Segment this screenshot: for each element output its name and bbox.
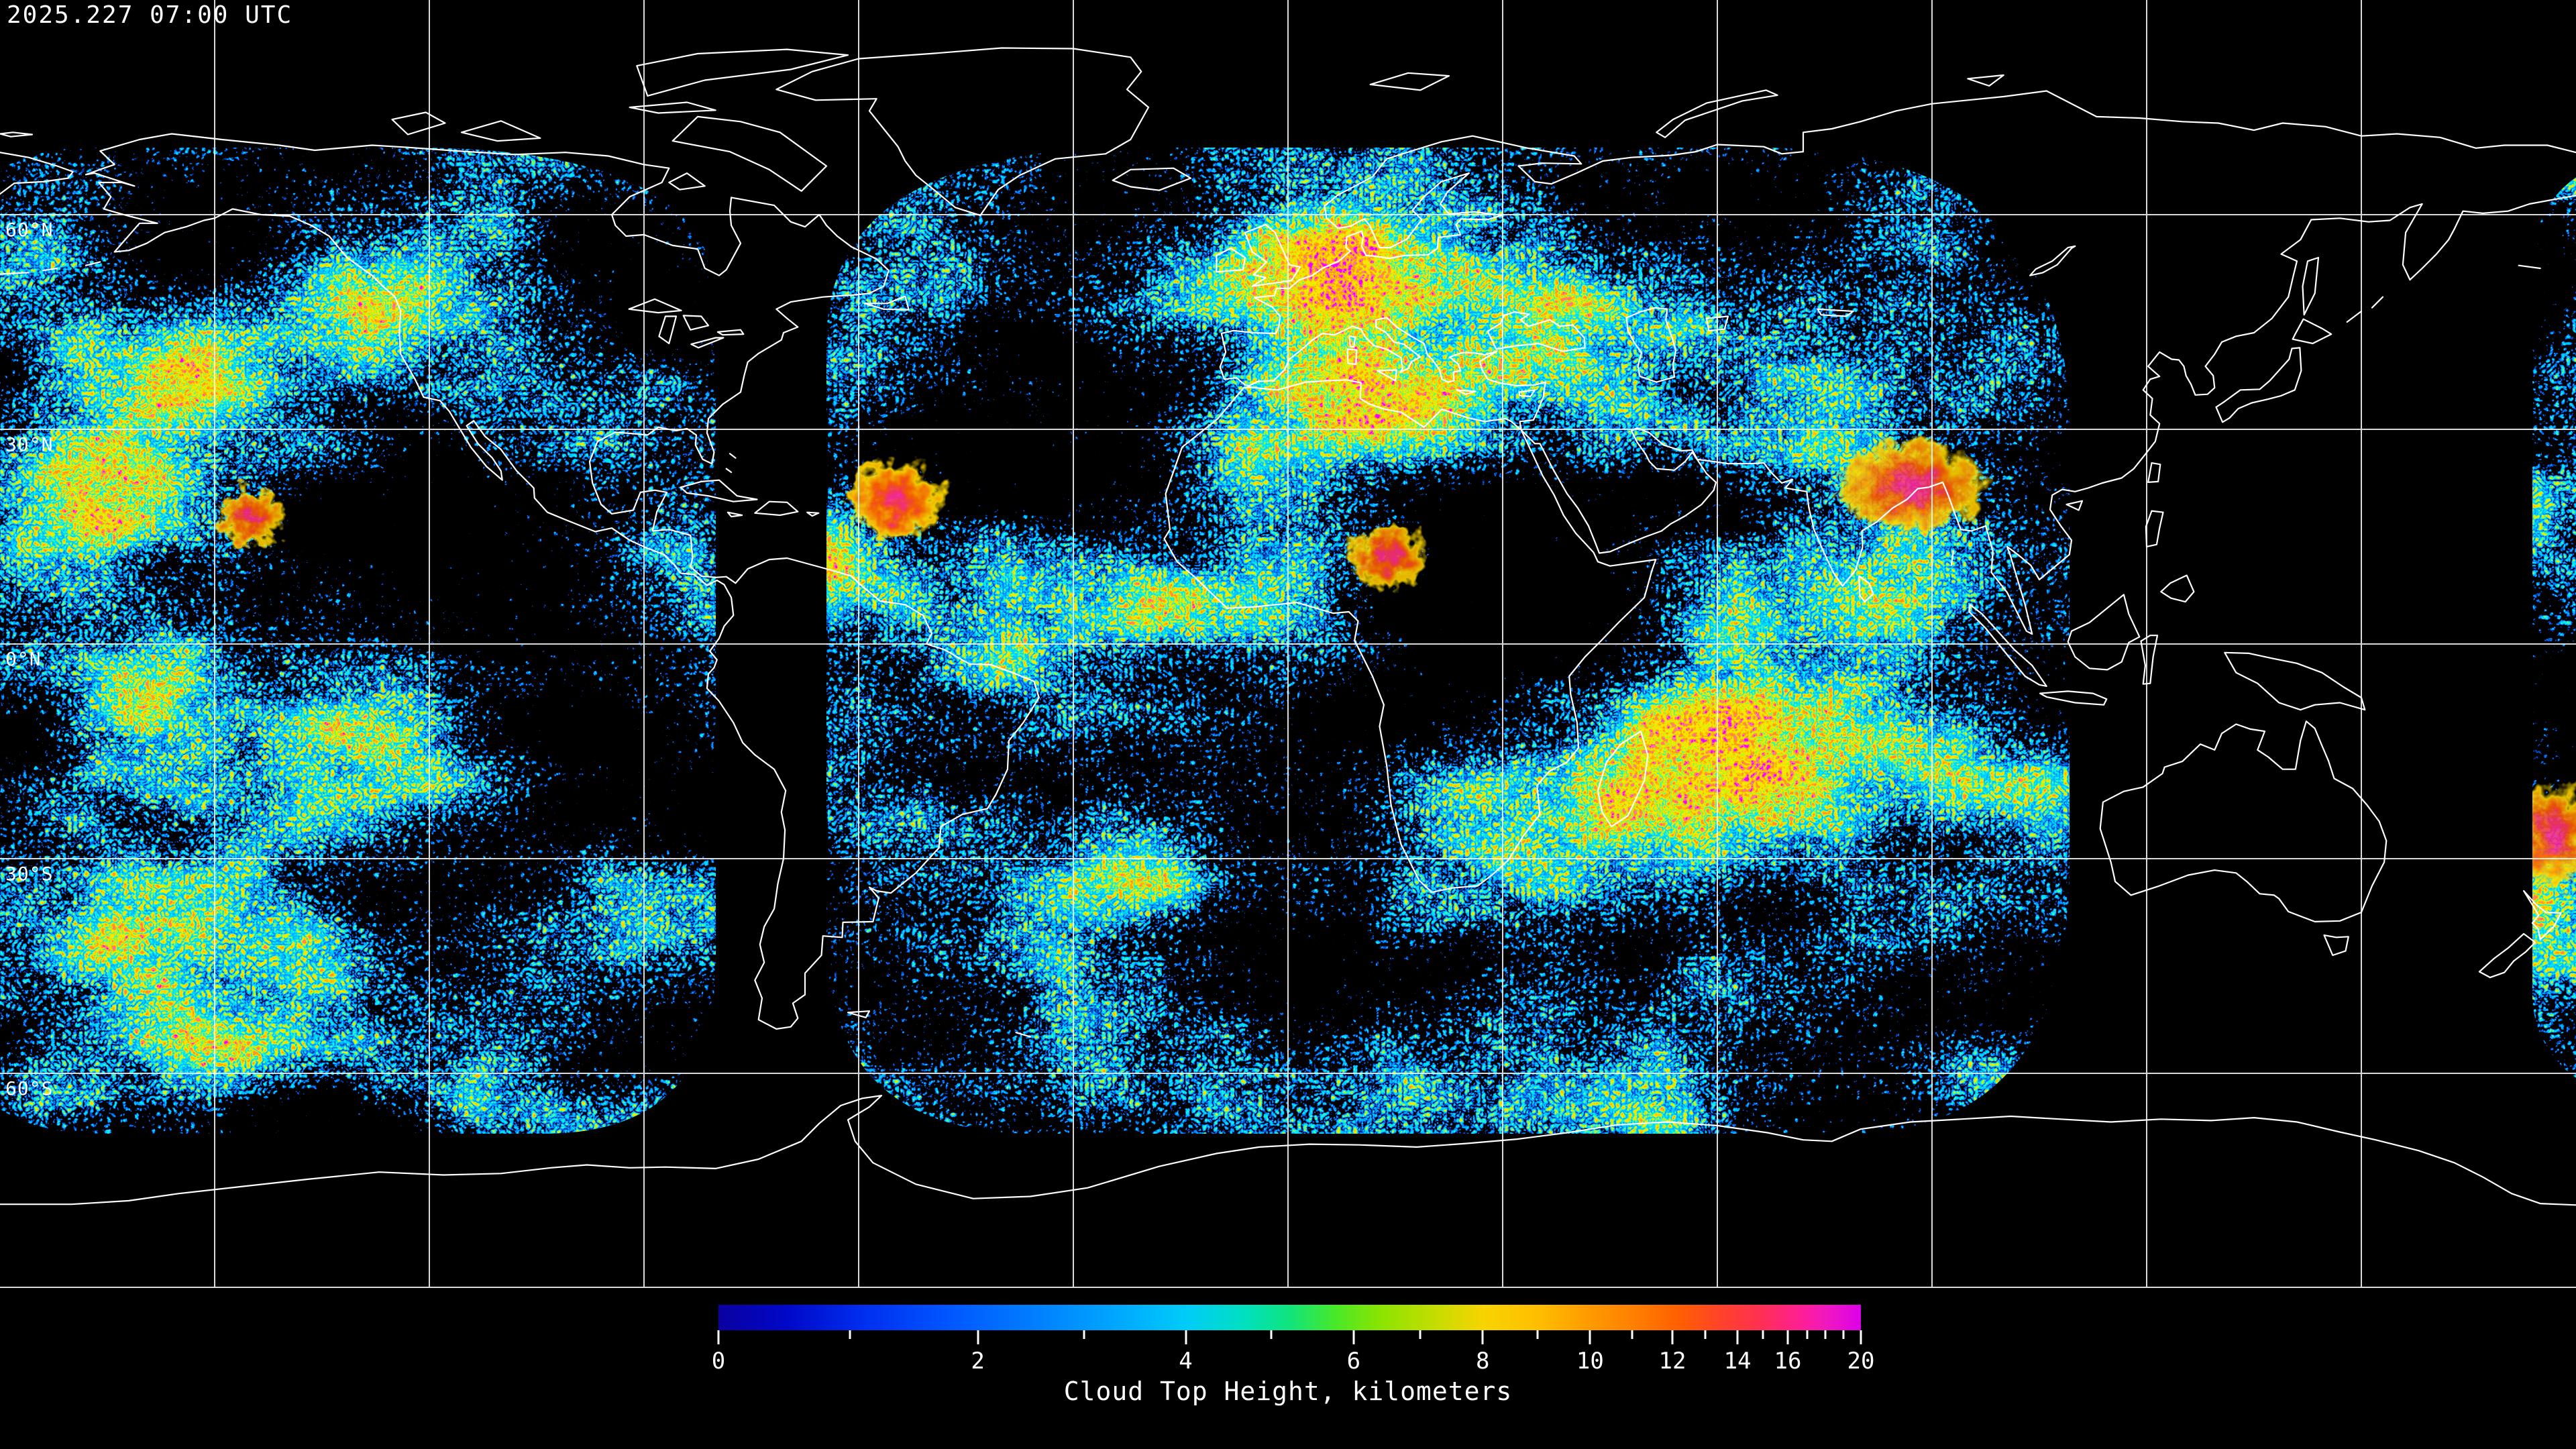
storm-feature	[1344, 525, 1427, 589]
coastline	[2140, 635, 2159, 685]
coastline	[690, 337, 724, 349]
coastline	[2323, 934, 2349, 957]
coastline	[1968, 604, 2047, 687]
coastline	[2346, 310, 2363, 323]
coastline	[460, 120, 541, 142]
latitude-label: 30°S	[5, 863, 54, 885]
coastline	[1487, 311, 1586, 352]
coastline	[85, 133, 1040, 1030]
coastline	[2523, 890, 2562, 941]
coastline	[1163, 379, 1657, 894]
coastline	[1597, 731, 1649, 828]
coastline	[2302, 256, 2320, 316]
coastline	[672, 115, 828, 192]
coastline	[2099, 720, 2387, 922]
coastline	[1369, 72, 1450, 91]
coastline	[2147, 462, 2161, 483]
coastline	[754, 500, 799, 517]
coastline	[1656, 89, 1778, 138]
coastline	[629, 101, 716, 114]
coastline	[680, 479, 758, 502]
coastline	[806, 511, 820, 517]
coastline	[1625, 307, 1677, 383]
coastline	[847, 1010, 871, 1018]
storm-feature-hurricane	[845, 460, 946, 540]
coastline	[1377, 369, 1398, 382]
coastline	[2065, 500, 2084, 511]
cloud-data-regions	[0, 148, 2576, 1134]
storm-feature	[218, 488, 285, 545]
coastline	[0, 131, 34, 138]
coastline	[85, 261, 101, 266]
coastline	[1015, 1032, 1032, 1038]
coastline	[716, 329, 745, 336]
coastline	[658, 315, 678, 345]
coastline	[775, 47, 1150, 217]
coastline	[2160, 574, 2195, 603]
cloud-region-west	[0, 148, 716, 1134]
latitude-label: 60°N	[5, 219, 54, 241]
coastline	[1817, 308, 1854, 317]
coastline	[2371, 296, 2384, 309]
coastline	[1219, 90, 2576, 635]
coastline	[725, 468, 733, 474]
coastline	[1348, 335, 1356, 348]
latitude-label: 60°S	[5, 1077, 54, 1099]
coastline	[1967, 74, 2004, 87]
coastline	[636, 48, 849, 97]
coastline	[1950, 550, 1955, 566]
coastline	[2292, 318, 2332, 345]
coastline	[863, 295, 910, 311]
coastline	[1112, 167, 1191, 191]
coastline	[2067, 594, 2141, 671]
coastline	[1518, 389, 1536, 397]
coastline	[729, 453, 737, 459]
coastline	[2039, 690, 2108, 706]
coastline	[1858, 575, 1874, 603]
latitude-label: 30°N	[5, 433, 54, 455]
latitude-label: 0°N	[5, 648, 42, 670]
coastline	[0, 272, 30, 275]
coastline	[2518, 264, 2541, 270]
coastline	[0, 152, 74, 195]
coastline	[2215, 347, 2302, 423]
coastline	[0, 1095, 2576, 1206]
cloud-region-center	[826, 148, 2070, 1134]
coastline	[1705, 315, 1729, 331]
coastline	[1244, 223, 1301, 287]
coastline	[628, 298, 682, 314]
coastline	[42, 267, 58, 272]
coastline	[1216, 248, 1246, 273]
coastline	[2478, 932, 2536, 979]
coastline	[2145, 510, 2164, 547]
coastline	[682, 315, 710, 331]
coastline	[1346, 348, 1358, 365]
graticule	[0, 0, 2576, 1288]
coastline	[2224, 651, 2366, 711]
coastline	[727, 511, 743, 518]
coastline	[668, 172, 706, 191]
timestamp: 2025.227 07:00 UTC	[7, 1, 293, 29]
coastlines	[0, 47, 2576, 1206]
coastline	[391, 111, 446, 136]
coastline	[1456, 389, 1477, 395]
storm-feature	[1835, 438, 1989, 535]
storm-feature	[2532, 783, 2576, 888]
coastline	[2029, 245, 2076, 276]
